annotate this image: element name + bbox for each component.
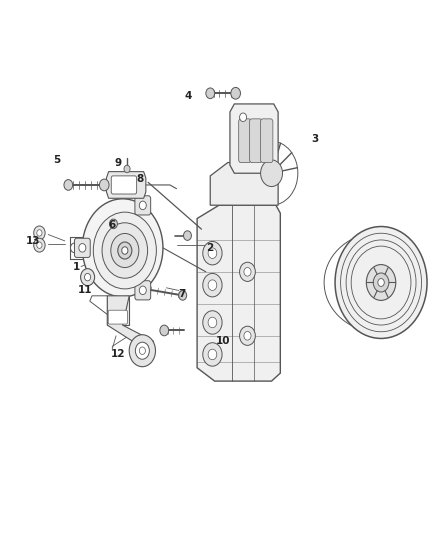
Circle shape (111, 233, 139, 268)
Text: 6: 6 (108, 221, 115, 230)
Circle shape (203, 241, 222, 265)
Circle shape (261, 160, 283, 187)
Circle shape (85, 273, 91, 281)
Polygon shape (106, 172, 146, 198)
FancyBboxPatch shape (250, 119, 262, 163)
Circle shape (34, 226, 45, 240)
Circle shape (64, 180, 73, 190)
Circle shape (37, 230, 42, 236)
Text: 9: 9 (115, 158, 122, 167)
Text: 10: 10 (216, 336, 231, 346)
Text: 1: 1 (73, 262, 80, 271)
FancyBboxPatch shape (239, 119, 251, 163)
Circle shape (240, 262, 255, 281)
Circle shape (160, 325, 169, 336)
Circle shape (203, 311, 222, 334)
Text: 12: 12 (111, 350, 126, 359)
Circle shape (110, 219, 117, 229)
Polygon shape (197, 205, 280, 381)
Circle shape (124, 165, 130, 173)
Circle shape (240, 326, 255, 345)
Text: 8: 8 (137, 174, 144, 183)
Text: 4: 4 (185, 91, 192, 101)
Circle shape (129, 335, 155, 367)
Circle shape (378, 279, 384, 286)
Circle shape (37, 242, 42, 248)
Circle shape (231, 87, 240, 99)
FancyBboxPatch shape (135, 196, 151, 215)
Circle shape (240, 113, 247, 122)
Circle shape (93, 212, 156, 289)
Circle shape (99, 179, 109, 191)
FancyBboxPatch shape (261, 119, 273, 163)
Circle shape (206, 88, 215, 99)
Circle shape (139, 201, 146, 209)
Circle shape (203, 343, 222, 366)
Circle shape (34, 238, 45, 252)
Circle shape (102, 223, 148, 278)
Polygon shape (230, 104, 278, 173)
Circle shape (373, 273, 389, 292)
Circle shape (208, 248, 217, 259)
Circle shape (135, 342, 149, 359)
Circle shape (71, 243, 78, 253)
Circle shape (208, 317, 217, 328)
Text: 2: 2 (207, 243, 214, 253)
Circle shape (184, 231, 191, 240)
Circle shape (208, 349, 217, 360)
Circle shape (244, 268, 251, 276)
Text: 13: 13 (25, 236, 40, 246)
Polygon shape (210, 163, 278, 205)
Circle shape (79, 244, 86, 252)
Circle shape (139, 286, 146, 295)
Circle shape (122, 247, 128, 254)
Circle shape (81, 269, 95, 286)
Circle shape (203, 273, 222, 297)
FancyBboxPatch shape (135, 281, 151, 300)
Circle shape (366, 264, 396, 301)
Circle shape (179, 290, 187, 300)
Polygon shape (107, 296, 129, 325)
Circle shape (82, 199, 163, 297)
Circle shape (335, 227, 427, 338)
Circle shape (244, 332, 251, 340)
Text: 5: 5 (53, 155, 60, 165)
Text: 3: 3 (312, 134, 319, 143)
Polygon shape (107, 296, 153, 354)
Text: 11: 11 (78, 286, 93, 295)
FancyBboxPatch shape (74, 238, 90, 257)
FancyBboxPatch shape (111, 176, 137, 194)
Circle shape (118, 242, 132, 259)
FancyBboxPatch shape (108, 310, 127, 324)
Text: 7: 7 (178, 289, 185, 299)
Circle shape (139, 347, 145, 354)
Circle shape (208, 280, 217, 290)
